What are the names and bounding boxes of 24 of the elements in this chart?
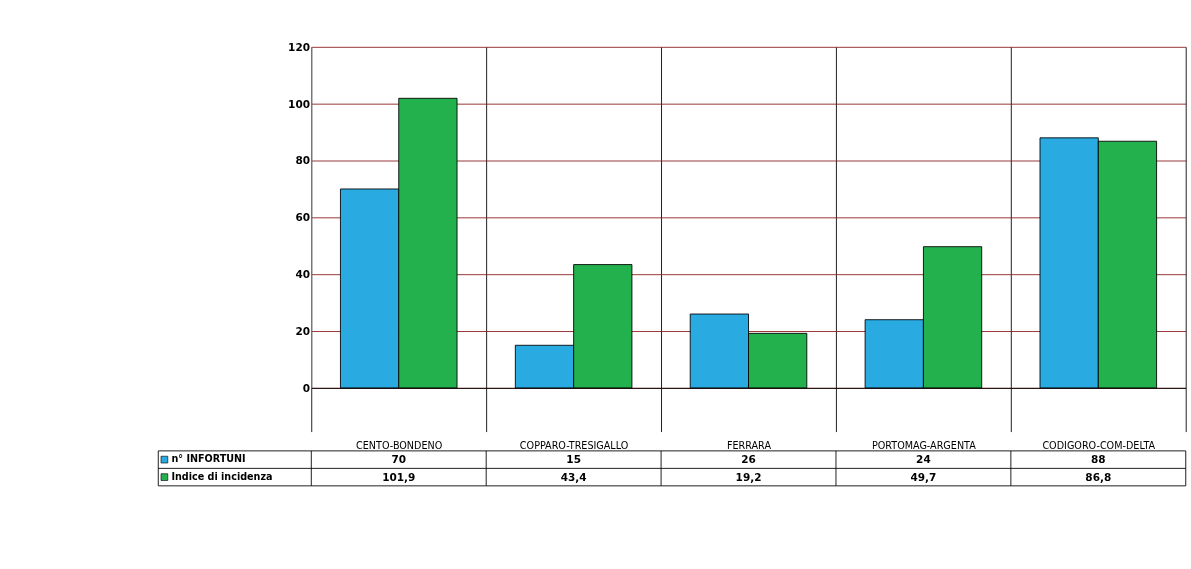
y-tick-label: 60: [295, 211, 310, 224]
data-label: 24: [916, 453, 931, 466]
y-tick-label: 0: [302, 381, 310, 394]
x-tick-label: CODIGORO-COM-DELTA: [1042, 439, 1156, 451]
data-label: 101,9: [382, 470, 416, 483]
y-tick-label: 20: [295, 325, 310, 338]
x-tick-label: PORTOMAG-ARGENTA: [871, 439, 977, 451]
legend-label: n° INFORTUNI: [171, 453, 246, 465]
data-label: 19,2: [735, 470, 762, 483]
x-tick-label: CENTO-BONDENO: [356, 439, 443, 451]
data-label: 88: [1091, 453, 1106, 466]
x-tick-label: COPPARO-TRESIGALLO: [519, 439, 629, 451]
data-label: 26: [741, 453, 756, 466]
x-tick-label: FERRARA: [726, 439, 772, 451]
data-label: 70: [391, 453, 407, 466]
data-label: 43,4: [560, 470, 587, 483]
data-label: 49,7: [910, 470, 937, 483]
y-tick-label: 120: [288, 40, 310, 53]
data-label: 86,8: [1085, 470, 1112, 483]
data-label: 15: [566, 453, 581, 466]
y-tick-label: 100: [288, 97, 310, 110]
y-tick-label: 80: [295, 154, 310, 167]
legend-label: Indice di incidenza: [171, 470, 273, 482]
y-tick-label: 40: [295, 268, 310, 281]
